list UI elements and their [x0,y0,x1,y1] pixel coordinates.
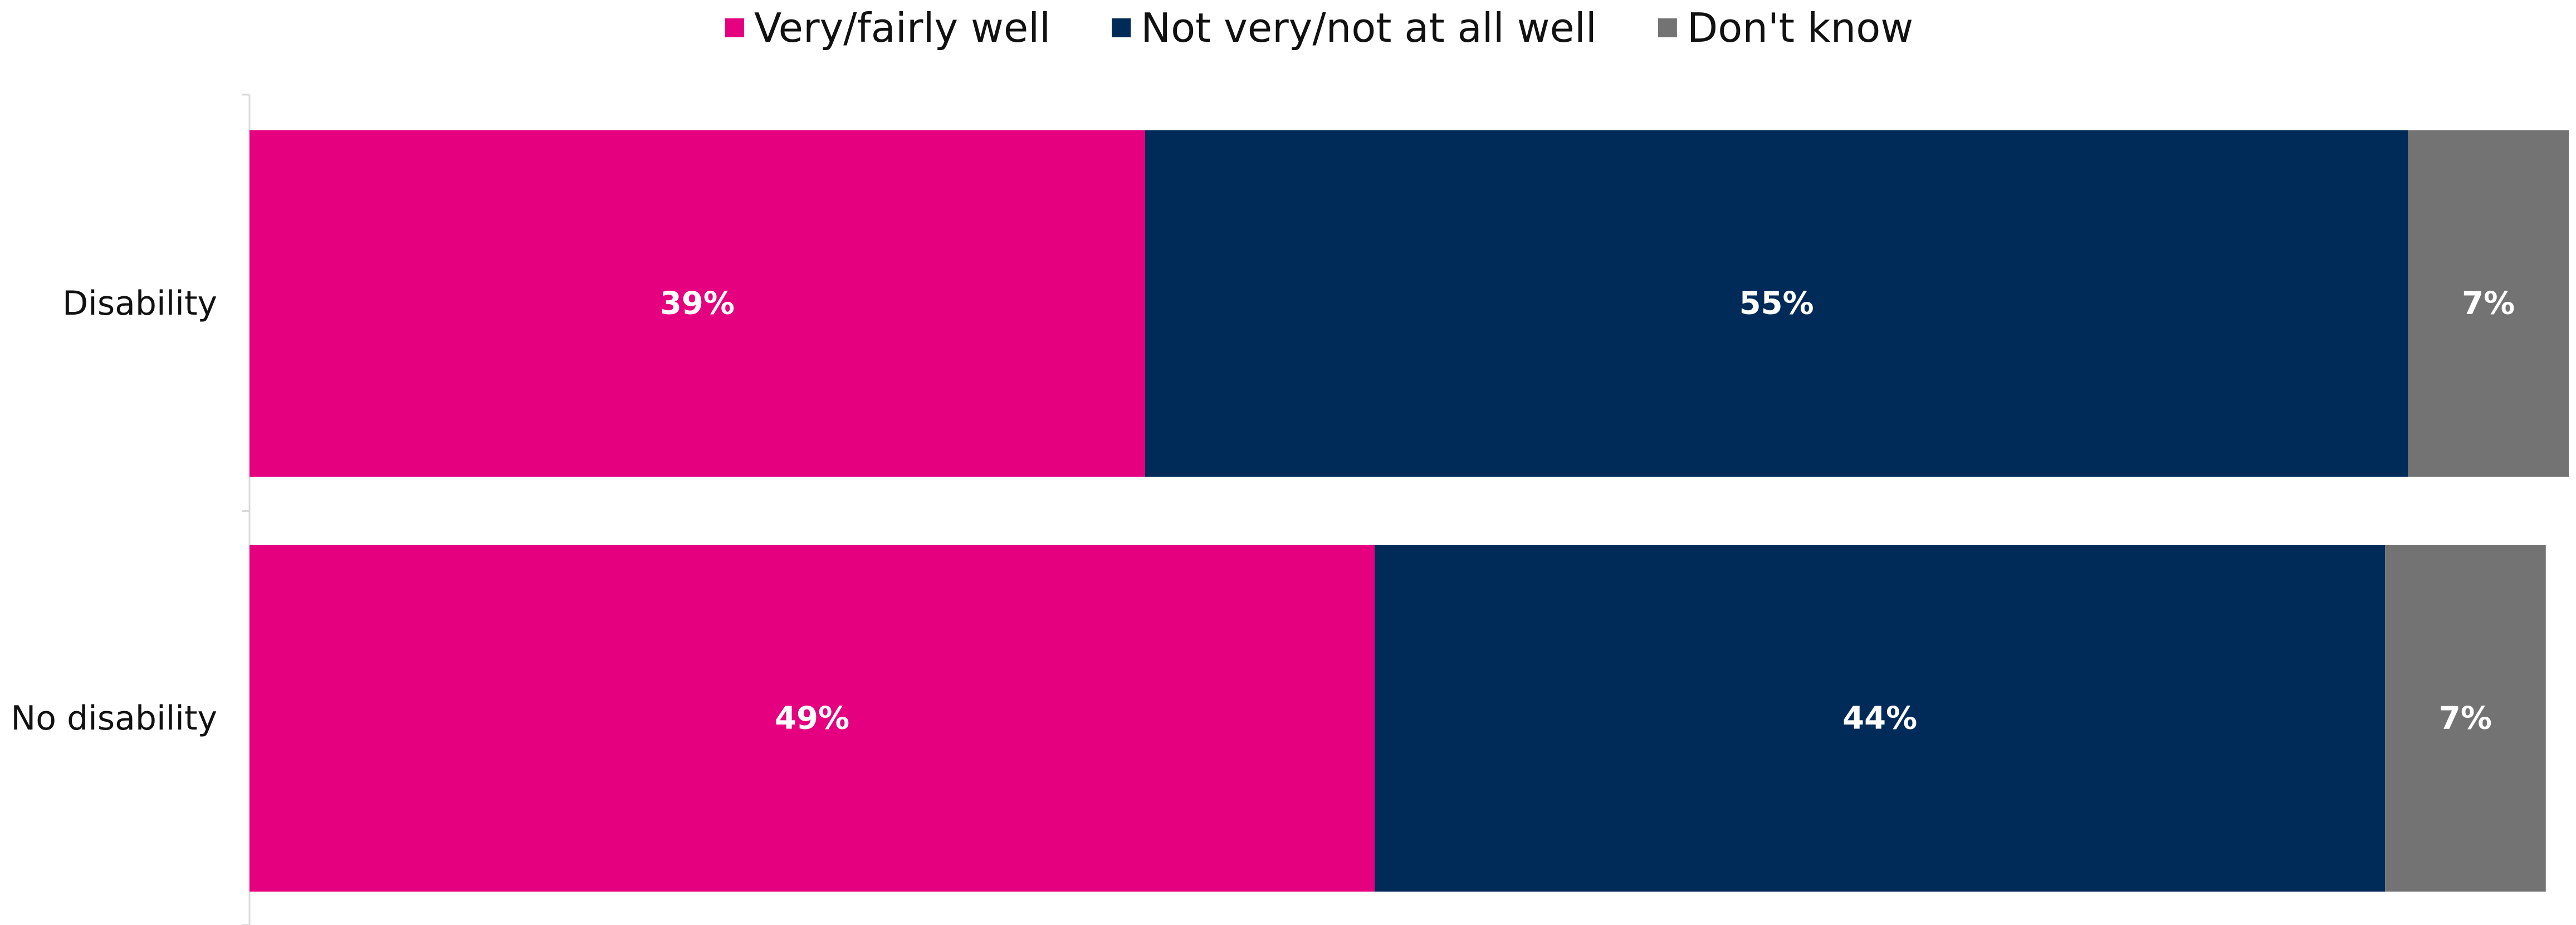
bar-segment-0-0 [250,130,1145,477]
data-label-1-2: 7% [2439,701,2492,737]
plot-area: 39% 55% 7% 49% 44% 7% [250,130,2569,892]
legend-swatch-0 [725,18,744,37]
bar-segment-0-1 [1145,130,2408,477]
legend-label-0: Very/fairly well [754,4,1050,51]
data-label-0-1: 55% [1739,286,1814,322]
bar-segment-1-0 [250,545,1375,892]
category-label-0: Disability [62,284,217,323]
data-label-1-0: 49% [775,701,849,737]
legend-swatch-1 [1112,18,1131,37]
data-label-1-1: 44% [1842,701,1917,737]
legend-label-1: Not very/not at all well [1141,4,1597,51]
category-label-1: No disability [11,699,217,738]
bar-segment-1-1 [1375,545,2386,892]
legend: Very/fairly well Not very/not at all well… [725,4,1913,51]
legend-swatch-2 [1658,18,1677,37]
data-label-0-2: 7% [2462,286,2515,322]
bar-segment-1-2 [2385,545,2546,892]
category-axis: Disability No disability [11,94,251,925]
bar-segment-0-2 [2408,130,2569,477]
data-label-0-0: 39% [660,286,735,322]
legend-label-2: Don't know [1687,4,1913,51]
